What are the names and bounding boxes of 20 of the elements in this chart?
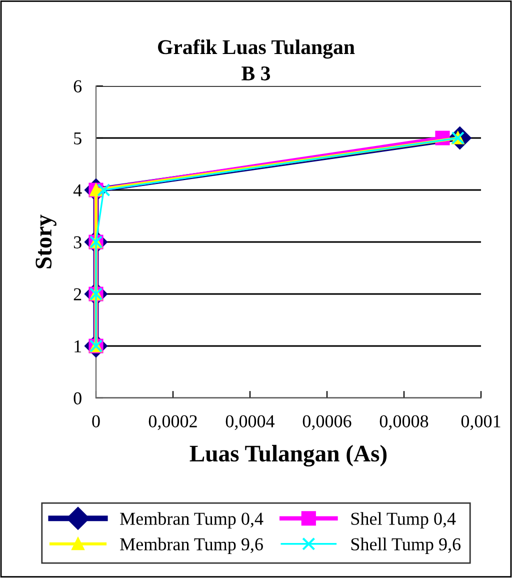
x-tick-label: 0,0004 bbox=[226, 415, 275, 430]
x-tick-label: 0 bbox=[92, 415, 100, 428]
y-axis-title: Story bbox=[36, 214, 56, 268]
x-tick-label: 0,0008 bbox=[380, 415, 428, 430]
legend-label: Shel Tump 0,4 bbox=[351, 512, 456, 529]
legend-label: Membran Tump 9,6 bbox=[120, 538, 263, 554]
x-axis-title: Luas Tulangan (As) bbox=[190, 444, 387, 467]
y-tick-label: 2 bbox=[74, 288, 82, 300]
y-tick-label: 0 bbox=[74, 392, 82, 404]
chart-title: Grafik Luas Tulangan B 3 bbox=[158, 39, 355, 80]
x-tick-label: 0,001 bbox=[461, 415, 500, 430]
x-tick-label: 0,0002 bbox=[148, 415, 197, 430]
y-tick-label: 5 bbox=[74, 132, 82, 144]
legend-label: Membran Tump 0,4 bbox=[120, 512, 264, 529]
y-tick-label: 3 bbox=[74, 236, 82, 248]
y-tick-label: 4 bbox=[73, 184, 82, 196]
y-tick-label: 6 bbox=[74, 80, 82, 92]
legend-label: Shell Tump 9,6 bbox=[351, 538, 461, 554]
y-tick-label: 1 bbox=[74, 340, 82, 352]
x-tick-label: 0,0006 bbox=[302, 415, 352, 430]
